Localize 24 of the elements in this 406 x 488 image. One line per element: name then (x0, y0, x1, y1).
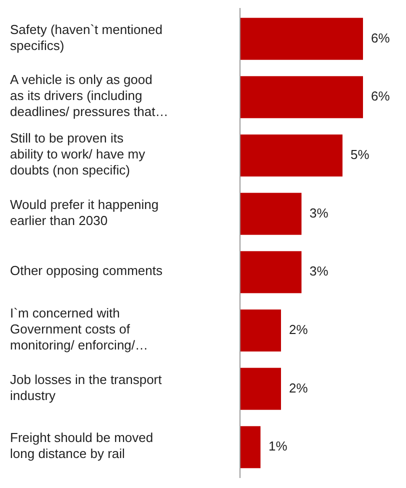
data-label: 5% (350, 146, 370, 162)
data-label: 6% (371, 30, 390, 46)
bar (240, 251, 302, 294)
y-tick-label: I`m concerned with Government costs of monitoring/ enforcing/… (10, 306, 148, 353)
bar (240, 192, 302, 235)
data-label: 3% (310, 264, 329, 279)
y-tick-label: Safety (haven`t mentioned specifics) (10, 22, 162, 54)
y-tick-label: Other opposing comments (10, 264, 163, 279)
bar (240, 310, 281, 352)
data-label: 2% (289, 380, 308, 396)
data-label: 6% (371, 88, 390, 104)
bar (240, 134, 342, 176)
data-label: 3% (310, 205, 329, 220)
bar (240, 18, 363, 60)
y-tick-label: Freight should be moved long distance by rail (10, 430, 154, 462)
data-label: 1% (268, 438, 288, 454)
bar (240, 426, 260, 468)
y-tick-label: Still to be proven its ability to work/ have my doubts (non specific) (10, 130, 146, 178)
data-label: 2% (289, 322, 308, 337)
y-tick-label: Job losses in the transport industry (10, 372, 162, 404)
y-tick-label: A vehicle is only as good as its drivers (including deadlines/ pressures that… (10, 72, 168, 120)
bar (240, 368, 281, 410)
y-tick-label: Would prefer it happening earlier than 2030 (10, 197, 159, 228)
bar (240, 76, 363, 118)
